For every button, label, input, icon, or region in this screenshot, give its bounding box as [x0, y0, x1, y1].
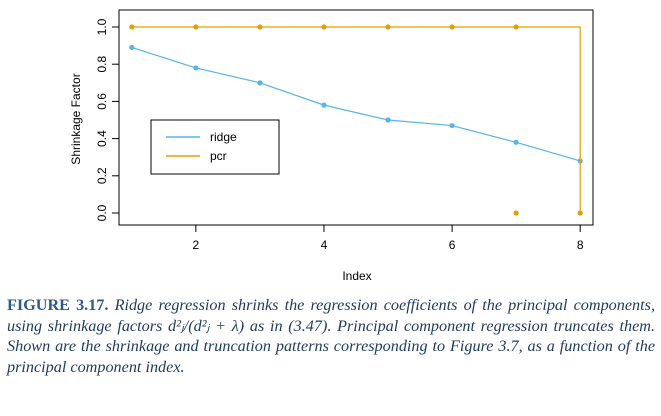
y-axis-label: Shrinkage Factor: [69, 73, 83, 164]
x-tick-label: 6: [449, 238, 456, 252]
legend-label-pcr: pcr: [210, 149, 227, 163]
pcr-point: [449, 24, 455, 30]
pcr-point: [513, 210, 519, 216]
y-tick-label: 0.0: [95, 204, 109, 221]
x-axis: 2 4 6 8: [193, 225, 584, 252]
ridge-point: [385, 117, 391, 123]
figure-caption-label: FIGURE 3.17.: [7, 296, 109, 314]
ridge-point: [449, 122, 455, 129]
plot-frame: [118, 9, 594, 226]
series-layer: [129, 24, 583, 216]
ridge-line: [131, 46, 581, 162]
y-tick-label: 0.6: [95, 93, 109, 110]
x-tick-label: 4: [321, 238, 328, 252]
series-pcr: [129, 24, 583, 216]
pcr-point: [385, 24, 391, 30]
y-tick-label: 0.4: [95, 130, 109, 147]
legend-box: [150, 119, 280, 175]
shrinkage-chart: 0.0 0.2 0.4 0.6 0.8 1.0 2 4 6 8 ridge pcr Index S…: [69, 9, 594, 283]
legend: ridge pcr: [150, 119, 280, 175]
ridge-point: [513, 139, 519, 145]
pcr-point: [321, 24, 327, 30]
y-tick-label: 0.2: [95, 167, 109, 184]
x-tick-label: 8: [577, 238, 584, 252]
pcr-point: [577, 210, 583, 216]
y-axis: 0.0 0.2 0.4 0.6 0.8 1.0: [95, 18, 119, 221]
pcr-point: [129, 24, 135, 30]
figure-caption-text: Ridge regression shrinks the regression …: [7, 296, 655, 376]
ridge-point: [321, 102, 327, 108]
ridge-point: [129, 44, 135, 51]
pcr-point: [257, 24, 263, 30]
pcr-point: [513, 24, 519, 30]
x-axis-label: Index: [342, 269, 371, 283]
ridge-point: [257, 80, 263, 86]
figure-caption: FIGURE 3.17. Ridge regression shrinks th…: [7, 295, 655, 377]
pcr-point: [193, 24, 199, 30]
x-tick-label: 2: [193, 238, 200, 252]
legend-label-ridge: ridge: [210, 130, 237, 144]
ridge-point: [193, 65, 199, 71]
y-tick-label: 1.0: [95, 18, 109, 35]
y-tick-label: 0.8: [95, 56, 109, 73]
